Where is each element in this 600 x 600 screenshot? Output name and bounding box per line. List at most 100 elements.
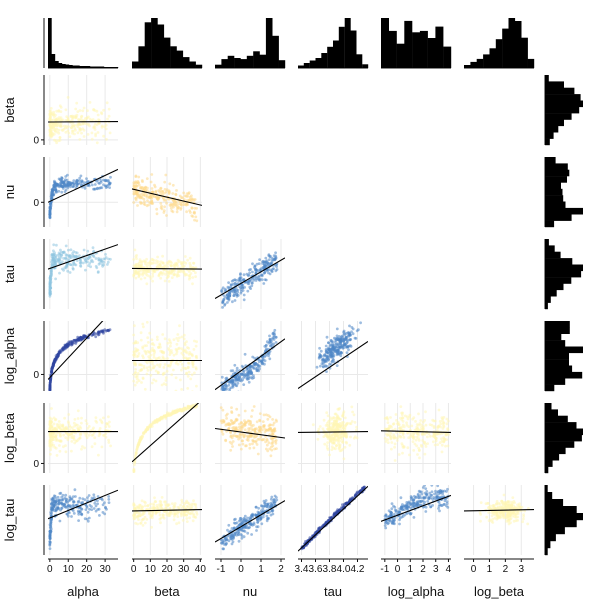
scatter-point: [48, 290, 52, 294]
scatter-point: [145, 518, 149, 521]
scatter-point: [87, 264, 90, 267]
scatter-point: [48, 421, 52, 425]
scatter-point: [226, 293, 229, 296]
scatter-point: [402, 425, 406, 429]
scatter-point: [109, 181, 112, 185]
scatter-point: [64, 266, 68, 270]
scatter-point: [245, 368, 249, 372]
scatter-point: [100, 112, 104, 116]
scatter-point: [149, 514, 153, 517]
scatter-point: [91, 433, 95, 437]
scatter-point: [59, 439, 63, 443]
scatter-point: [106, 260, 110, 264]
scatter-point: [355, 428, 358, 432]
scatter-point: [72, 179, 76, 183]
scatter-point: [139, 338, 143, 342]
scatter-point: [335, 364, 339, 367]
scatter-point: [173, 512, 177, 516]
scatter-point: [62, 433, 65, 437]
scatter-point: [252, 423, 255, 427]
scatter-point: [182, 264, 186, 268]
scatter-point: [229, 448, 233, 452]
scatter-point: [102, 108, 105, 112]
scatter-point: [235, 293, 239, 297]
scatter-point: [261, 515, 265, 519]
scatter-point: [145, 257, 149, 261]
scatter-point: [417, 412, 420, 416]
scatter-point: [342, 410, 346, 414]
scatter-point: [84, 260, 88, 264]
scatter-point: [97, 181, 101, 185]
scatter-point: [64, 253, 68, 257]
scatter-point: [53, 138, 56, 142]
scatter-point: [170, 276, 174, 279]
scatter-point: [241, 423, 245, 427]
scatter-point: [103, 328, 107, 332]
scatter-point: [158, 262, 162, 266]
scatter-point: [164, 173, 168, 177]
scatter-point: [137, 352, 141, 355]
scatter-point: [62, 348, 65, 352]
scatter-point: [48, 523, 52, 527]
scatter-point: [53, 427, 57, 431]
scatter-point: [49, 379, 52, 383]
scatter-point: [191, 269, 195, 272]
scatter-point: [100, 445, 104, 449]
scatter-panel-alpha-vs-beta: [48, 96, 118, 145]
scatter-point: [164, 379, 168, 382]
scatter-point: [439, 422, 443, 426]
scatter-point: [265, 438, 269, 441]
scatter-point: [326, 427, 330, 431]
scatter-point: [227, 523, 231, 527]
scatter-point: [350, 405, 354, 409]
scatter-point: [246, 516, 249, 520]
scatter-point: [420, 428, 424, 432]
scatter-point: [190, 194, 193, 198]
scatter-point: [133, 353, 137, 356]
scatter-point: [242, 273, 246, 277]
scatter-point: [177, 510, 180, 514]
scatter-point: [83, 431, 86, 435]
scatter-point: [159, 192, 163, 196]
scatter-point: [412, 449, 416, 452]
scatter-point: [250, 434, 253, 438]
scatter-point: [223, 295, 227, 299]
scatter-point: [134, 264, 138, 267]
scatter-point: [167, 364, 170, 367]
scatter-point: [248, 525, 252, 529]
scatter-point: [154, 379, 158, 383]
scatter-point: [64, 256, 68, 260]
scatter-point: [223, 287, 227, 291]
scatter-point: [81, 122, 85, 126]
scatter-point: [49, 112, 52, 116]
scatter-point: [357, 328, 360, 332]
scatter-point: [231, 385, 235, 389]
scatter-point: [146, 427, 149, 431]
scatter-point: [195, 340, 199, 344]
scatter-point: [179, 503, 183, 507]
scatter-point: [165, 261, 169, 265]
scatter-point: [250, 513, 254, 517]
scatter-point: [143, 344, 147, 348]
scatter-point: [422, 441, 426, 445]
scatter-point: [71, 124, 75, 128]
scatter-point: [193, 218, 196, 222]
scatter-point: [165, 214, 168, 217]
scatter-point: [169, 413, 173, 416]
scatter-point: [268, 447, 272, 451]
scatter-point: [57, 255, 61, 259]
scatter-point: [81, 109, 85, 113]
scatter-point: [401, 451, 404, 455]
scatter-point: [185, 520, 189, 523]
scatter-point: [167, 347, 171, 350]
scatter-point: [53, 188, 57, 191]
scatter-point: [57, 431, 61, 435]
scatter-panel-beta-vs-nu: [132, 173, 202, 223]
scatter-point: [318, 425, 322, 428]
scatter-point: [78, 436, 82, 440]
scatter-point: [63, 344, 67, 348]
scatter-point: [88, 507, 91, 511]
scatter-point: [79, 501, 83, 505]
scatter-panel-tau-vs-log_beta: [298, 405, 368, 461]
scatter-point: [87, 122, 90, 126]
